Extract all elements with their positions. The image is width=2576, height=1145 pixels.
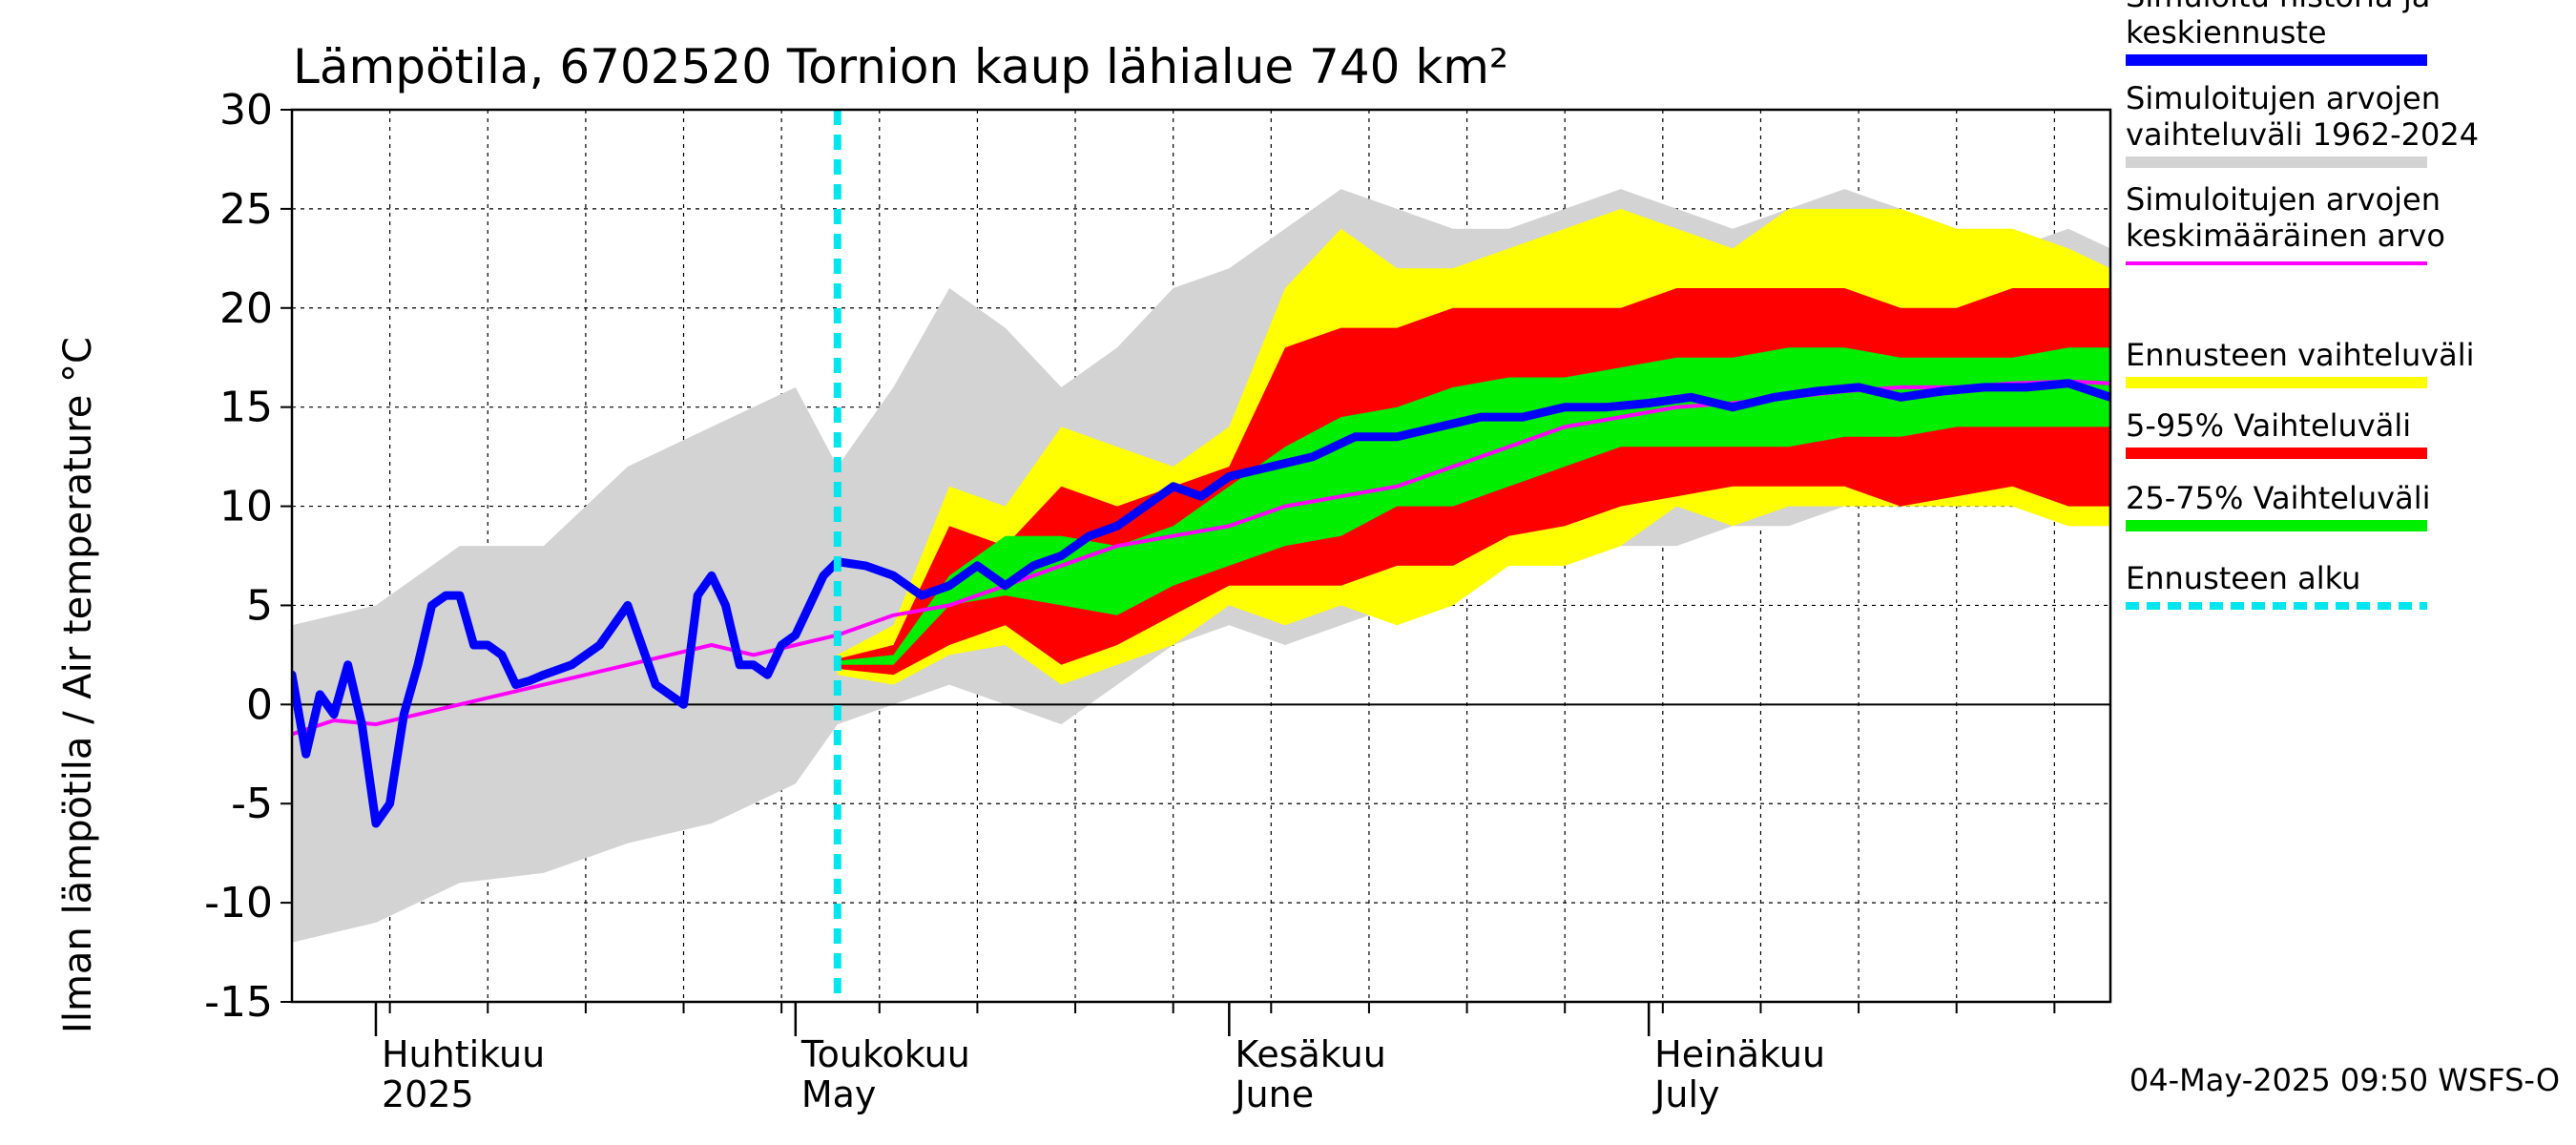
chart-title: Lämpötila, 6702520 Tornion kaup lähialue… [293,39,1508,94]
legend-label: Ennusteen vaihteluväli [2126,337,2475,373]
month-label: Huhtikuu [382,1033,545,1075]
band-25-75-vaihteluv-li [837,347,2110,665]
y-axis-ticks: 30 25 20 15 10 5 0 -5 -10 -15 [204,86,292,1027]
y-tick-label: 20 [219,284,273,333]
y-tick-label: 15 [219,384,273,432]
y-tick-label: -10 [204,879,273,927]
y-tick-label: -15 [204,978,273,1027]
line-simuloitu-historia-ja-keskiennuste [292,379,2110,828]
footer-timestamp: 04-May-2025 09:50 WSFS-O [2129,1062,2560,1098]
legend-label: 5-95% Vaihteluväli [2126,407,2411,444]
legend-label: Simuloitujen arvojen [2126,80,2441,116]
y-tick-label: 0 [246,680,273,729]
line-series [292,379,2110,828]
y-axis-label: Ilman lämpötila / Air temperature °C [56,337,100,1033]
month-label: Kesäkuu [1235,1033,1386,1075]
legend-label: vaihteluväli 1962-2024 [2126,116,2479,153]
month-sublabel: May [801,1073,877,1115]
plot-frame [290,108,2112,1004]
y-tick-label: -5 [231,780,273,828]
y-tick-label: 5 [246,581,273,630]
legend-label: keskimääräinen arvo [2126,218,2445,254]
y-tick-label: 30 [219,86,273,135]
month-label: Toukokuu [800,1033,970,1075]
month-sublabel: July [1652,1073,1719,1115]
legend-label: 25-75% Vaihteluväli [2126,480,2430,516]
plot-border [290,108,2112,1004]
legend-label: Simuloitujen arvojen [2126,181,2441,218]
y-tick-label: 25 [219,185,273,234]
legend-label: keskiennuste [2126,14,2327,51]
month-sublabel: 2025 [382,1073,474,1115]
legend: Simuloitu historia jakeskiennuste Simuloi… [2126,0,2479,610]
month-label: Heinäkuu [1654,1033,1825,1075]
legend-label: Ennusteen alku [2126,560,2360,596]
band-series [292,189,2110,943]
legend-label: Simuloitu historia ja [2126,0,2430,14]
month-sublabel: June [1233,1073,1314,1115]
y-tick-label: 10 [219,483,273,531]
